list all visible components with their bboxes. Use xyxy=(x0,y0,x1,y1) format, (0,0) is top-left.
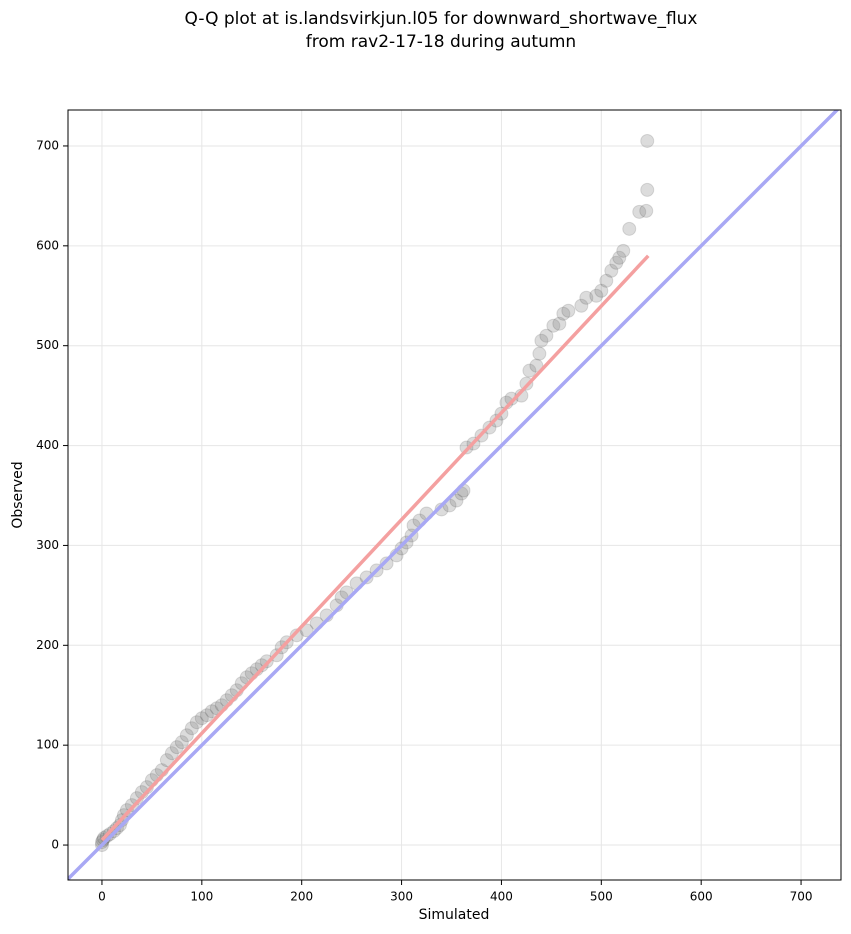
point xyxy=(194,711,209,726)
y-tick-label: 500 xyxy=(36,338,59,352)
y-tick-label: 300 xyxy=(36,538,59,552)
point xyxy=(556,306,571,321)
point xyxy=(534,333,549,348)
point xyxy=(561,303,576,318)
chart-title: Q-Q plot at is.landsvirkjun.l05 for down… xyxy=(185,9,698,29)
point xyxy=(359,570,374,585)
y-tick-label: 600 xyxy=(36,238,59,252)
point xyxy=(594,283,609,298)
point xyxy=(189,715,204,730)
point xyxy=(504,391,519,406)
point xyxy=(174,735,189,750)
y-axis-label: Observed xyxy=(10,461,26,528)
point xyxy=(394,541,409,556)
point xyxy=(599,273,614,288)
point xyxy=(184,721,199,736)
point xyxy=(164,746,179,761)
axes-frame xyxy=(67,109,842,881)
point xyxy=(616,243,631,258)
point xyxy=(579,290,594,305)
point xyxy=(639,203,654,218)
x-tick-label: 200 xyxy=(290,890,313,904)
point xyxy=(379,556,394,571)
y-tick-label: 700 xyxy=(36,138,59,152)
point xyxy=(574,298,589,313)
plot-area xyxy=(68,110,840,880)
point xyxy=(289,628,304,643)
point xyxy=(622,221,637,236)
y-tick-label: 400 xyxy=(36,438,59,452)
y-tick-label: 100 xyxy=(36,738,59,752)
x-axis-label: Simulated xyxy=(419,907,490,923)
point xyxy=(612,250,627,265)
point xyxy=(640,133,655,148)
x-tick-label: 100 xyxy=(190,890,213,904)
point xyxy=(199,708,214,723)
point xyxy=(529,358,544,373)
point xyxy=(546,318,561,333)
point xyxy=(589,288,604,303)
point xyxy=(124,798,139,813)
reference-line xyxy=(68,110,840,880)
x-tick-label: 300 xyxy=(390,890,413,904)
point xyxy=(179,728,194,743)
point xyxy=(532,346,547,361)
x-tick-label: 500 xyxy=(590,890,613,904)
chart-subtitle: from rav2-17-18 during autumn xyxy=(306,32,576,52)
y-tick-label: 200 xyxy=(36,638,59,652)
point xyxy=(434,502,449,517)
point xyxy=(449,493,464,508)
point xyxy=(609,255,624,270)
ticks: 0 100 200 300 400 500 600 700 0 100 200 300 400 500 60… xyxy=(36,138,812,903)
reference-line xyxy=(100,254,650,842)
point xyxy=(254,658,269,673)
grid xyxy=(68,110,841,880)
point xyxy=(159,753,174,768)
point xyxy=(119,803,134,818)
point xyxy=(204,704,219,719)
point xyxy=(552,316,567,331)
point xyxy=(169,740,184,755)
x-tick-label: 0 xyxy=(98,890,106,904)
y-tick-label: 0 xyxy=(51,838,59,852)
point xyxy=(539,328,554,343)
point xyxy=(604,263,619,278)
point xyxy=(632,204,647,219)
point xyxy=(640,182,655,197)
x-tick-label: 700 xyxy=(790,890,813,904)
x-tick-label: 600 xyxy=(690,890,713,904)
point xyxy=(522,363,537,378)
x-tick-label: 400 xyxy=(490,890,513,904)
